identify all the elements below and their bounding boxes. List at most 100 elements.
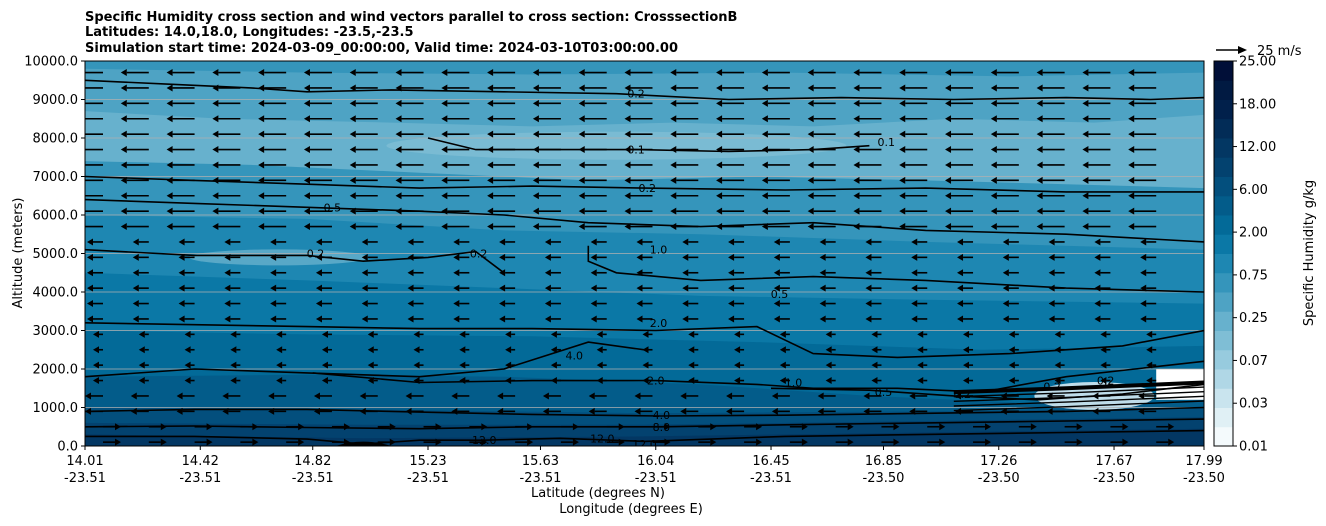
wind-vector-head-icon — [184, 361, 191, 369]
wind-vector-head-icon — [957, 238, 964, 246]
contour-label-17: 4.0 — [653, 409, 671, 422]
wind-vector-head-icon — [176, 392, 183, 400]
wind-vector-head-icon — [166, 84, 173, 92]
colorbar: 0.01 0.03 0.07 0.25 0.75 2.00 6.00 12.00 18.00 25… — [1214, 55, 1276, 455]
wind-vector-head-icon — [258, 176, 265, 184]
wind-vector-head-icon — [230, 346, 237, 354]
wind-vector-head-icon — [441, 69, 448, 77]
wind-vector-head-icon — [453, 284, 460, 292]
wind-vector-head-icon — [298, 423, 305, 431]
wind-vector-head-icon — [1140, 269, 1147, 277]
wind-vector-head-icon — [487, 130, 494, 138]
wind-vector-head-icon — [853, 115, 860, 123]
x-tick-label-lat-9: 17.67 — [1095, 454, 1132, 469]
contour-line-10 — [85, 406, 1204, 417]
colorbar-swatch-0 — [1214, 426, 1233, 447]
wind-vector-head-icon — [166, 176, 173, 184]
wind-vector-head-icon — [138, 330, 145, 338]
wind-vector-head-icon — [825, 361, 832, 369]
contour-line-7 — [85, 341, 645, 378]
wind-vector-head-icon — [313, 407, 320, 415]
wind-vector-head-icon — [270, 300, 277, 308]
wind-vector-head-icon — [499, 315, 506, 323]
colorbar-swatch-12 — [1214, 195, 1233, 216]
x-tick-label-lon-2: -23.51 — [292, 471, 334, 486]
wind-vector-head-icon — [361, 300, 368, 308]
contour-label-21: 12.0 — [632, 438, 657, 451]
wind-vector-head-icon — [761, 115, 768, 123]
wind-vector-head-icon — [1048, 300, 1055, 308]
wind-vector-head-icon — [85, 407, 91, 415]
wind-vector-head-icon — [349, 146, 356, 154]
wind-vector-head-icon — [178, 300, 185, 308]
wind-vector-head-icon — [596, 377, 603, 385]
wind-vector-head-icon — [132, 300, 139, 308]
wind-vector-head-icon — [224, 315, 231, 323]
wind-vector-head-icon — [801, 438, 808, 446]
wind-vector-head-icon — [542, 407, 549, 415]
wind-vector-head-icon — [276, 361, 283, 369]
wind-vector-head-icon — [682, 253, 689, 261]
wind-vector-head-icon — [636, 269, 643, 277]
wind-vector-head-icon — [636, 315, 643, 323]
contour-label-12: 1.0 — [785, 376, 803, 389]
contour-label-11: 2.0 — [647, 375, 665, 388]
contour-label-3: 0.2 — [639, 182, 657, 195]
wind-vector-head-icon — [945, 69, 952, 77]
x-axis-label-latitude: Latitude (degrees N) — [531, 486, 665, 501]
wind-vector-head-icon — [407, 269, 414, 277]
wind-vector-head-icon — [945, 146, 952, 154]
wind-vector-head-icon — [87, 284, 93, 292]
wind-vector-head-icon — [395, 176, 402, 184]
wind-vector-head-icon — [1082, 223, 1089, 231]
contour-label-20: 12.0 — [590, 432, 615, 445]
wind-vector-head-icon — [532, 146, 539, 154]
wind-vector-head-icon — [957, 300, 964, 308]
y-tick-label-9: 9000.0 — [33, 93, 79, 108]
wind-vector-head-icon — [1138, 392, 1145, 400]
wind-vector-head-icon — [184, 346, 191, 354]
wind-vector-head-icon — [1030, 423, 1037, 431]
wind-vector-head-icon — [807, 146, 814, 154]
x-tick-label-lat-10: 17.99 — [1185, 454, 1222, 469]
wind-vector-head-icon — [166, 115, 173, 123]
contour-line-2 — [85, 175, 1204, 193]
wind-vector-head-icon — [1048, 284, 1055, 292]
wind-vector-head-icon — [87, 238, 93, 246]
y-tick-label-2: 2000.0 — [33, 363, 79, 378]
wind-vector-head-icon — [1030, 438, 1037, 446]
wind-vector-head-icon — [349, 192, 356, 200]
wind-vector-head-icon — [670, 146, 677, 154]
wind-vector-head-icon — [487, 223, 494, 231]
wind-vector-head-icon — [93, 330, 99, 338]
wind-vector-head-icon — [807, 69, 814, 77]
wind-vector-head-icon — [853, 130, 860, 138]
wind-vector-head-icon — [1008, 377, 1015, 385]
wind-vector-head-icon — [871, 377, 878, 385]
wind-vector-head-icon — [1168, 423, 1175, 431]
wind-vector-head-icon — [212, 115, 219, 123]
wind-vector-head-icon — [349, 99, 356, 107]
wind-vector-head-icon — [532, 115, 539, 123]
wind-vector-head-icon — [395, 146, 402, 154]
wind-vector-head-icon — [990, 146, 997, 154]
wind-vector-head-icon — [716, 69, 723, 77]
wind-vector-head-icon — [487, 84, 494, 92]
colorbar-swatch-1 — [1214, 407, 1233, 428]
wind-vector-head-icon — [303, 115, 310, 123]
wind-vector-head-icon — [990, 130, 997, 138]
wind-vector-head-icon — [664, 423, 671, 431]
contour-line-8 — [312, 360, 1204, 393]
wind-vector-head-icon — [1094, 284, 1101, 292]
wind-vector-head-icon — [1036, 99, 1043, 107]
wind-vector-head-icon — [532, 99, 539, 107]
wind-vector-head-icon — [1036, 84, 1043, 92]
wind-vector-head-icon — [258, 115, 265, 123]
wind-vector-head-icon — [578, 84, 585, 92]
wind-vector-head-icon — [819, 269, 826, 277]
x-tick-label-lat-6: 16.45 — [752, 454, 789, 469]
wind-vector-head-icon — [779, 330, 786, 338]
wind-vector-head-icon — [120, 161, 127, 169]
wind-vector-head-icon — [435, 423, 442, 431]
wind-vector-head-icon — [389, 423, 396, 431]
